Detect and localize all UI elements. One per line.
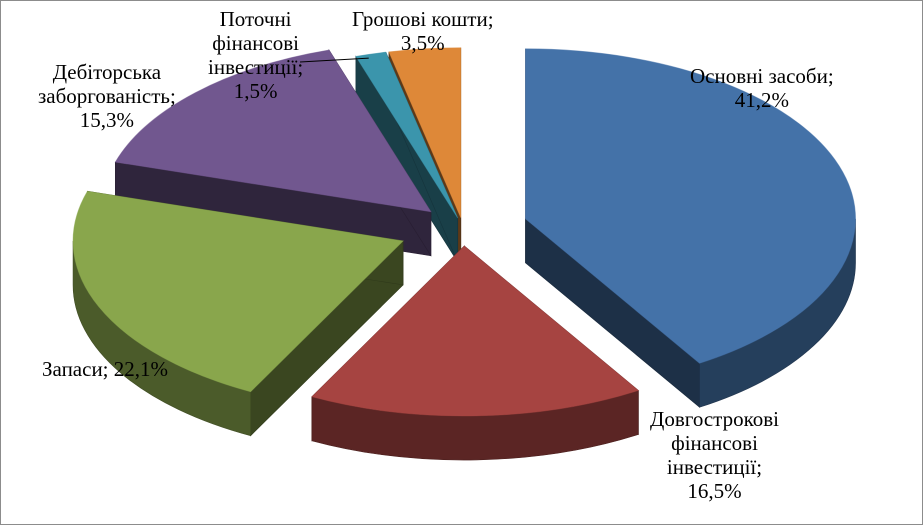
slice-label-line: фінансові bbox=[212, 31, 299, 55]
pie-slice-current-investments bbox=[355, 51, 459, 264]
slice-label-line: 1,5% bbox=[233, 79, 278, 103]
slice-label-receivables: Дебіторська заборгованість; 15,3% bbox=[38, 60, 176, 132]
slice-label-line: 16,5% bbox=[687, 479, 742, 503]
pie-slice-fixed-assets bbox=[525, 48, 856, 408]
slice-label-fixed-assets: Основні засоби; 41,2% bbox=[690, 64, 834, 112]
pie-slice-inventories bbox=[72, 190, 404, 437]
slice-label-line: інвестиції; bbox=[666, 455, 763, 479]
slice-label-line: Грошові кошти; bbox=[352, 7, 494, 31]
slice-label-line: Дебіторська bbox=[52, 60, 162, 84]
slice-label-line: 3,5% bbox=[400, 31, 445, 55]
slice-label-line: фінансові bbox=[671, 431, 758, 455]
slice-label-line: 15,3% bbox=[79, 108, 135, 132]
pie-slice-receivables bbox=[114, 49, 432, 257]
slice-label-current-investments: Поточні фінансові інвестиції; 1,5% bbox=[208, 7, 303, 103]
pie-slice-long-term-investments bbox=[311, 245, 640, 461]
slice-label-line: інвестиції; bbox=[208, 55, 304, 79]
slice-label-line: Запаси; 22,1% bbox=[42, 357, 169, 381]
slice-label-line: Довгострокові bbox=[650, 407, 779, 431]
slice-label-line: Поточні bbox=[219, 7, 292, 31]
slice-label-inventories: Запаси; 22,1% bbox=[42, 357, 168, 381]
slice-label-line: заборгованість; bbox=[38, 84, 176, 108]
slice-label-long-term-investments: Довгострокові фінансові інвестиції; 16,5% bbox=[650, 407, 779, 503]
leader-line-current-investments bbox=[299, 57, 369, 63]
slice-label-line: Основні засоби; bbox=[690, 64, 834, 88]
slice-label-line: 41,2% bbox=[734, 88, 789, 112]
slice-label-cash: Грошові кошти; 3,5% bbox=[352, 7, 494, 55]
